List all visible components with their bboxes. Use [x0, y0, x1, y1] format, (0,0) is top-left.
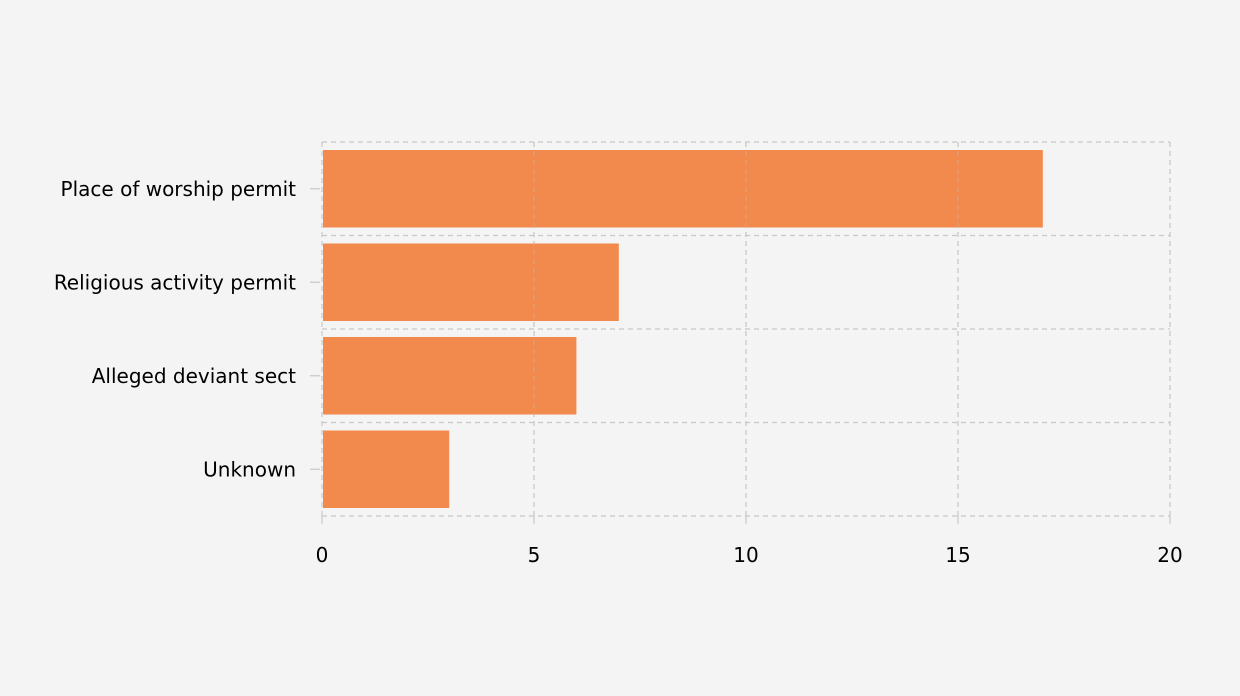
category-label: Alleged deviant sect — [92, 364, 296, 388]
category-label: Unknown — [203, 457, 296, 481]
x-tick-label: 10 — [733, 543, 758, 567]
grid-layer — [321, 141, 1171, 517]
x-tick-label: 20 — [1157, 543, 1182, 567]
bar — [323, 150, 1043, 228]
x-tick-label: 15 — [945, 543, 970, 567]
bar — [323, 337, 577, 415]
x-tick-label: 5 — [528, 543, 541, 567]
bar — [323, 430, 450, 508]
x-tick-label: 0 — [316, 543, 329, 567]
bars-layer — [323, 150, 1043, 508]
bar — [323, 243, 619, 321]
category-labels: Place of worship permit Religious activit… — [54, 177, 320, 481]
category-label: Place of worship permit — [61, 177, 297, 201]
category-label: Religious activity permit — [54, 270, 296, 294]
x-tick-labels: 0 5 10 15 20 — [316, 516, 1183, 567]
